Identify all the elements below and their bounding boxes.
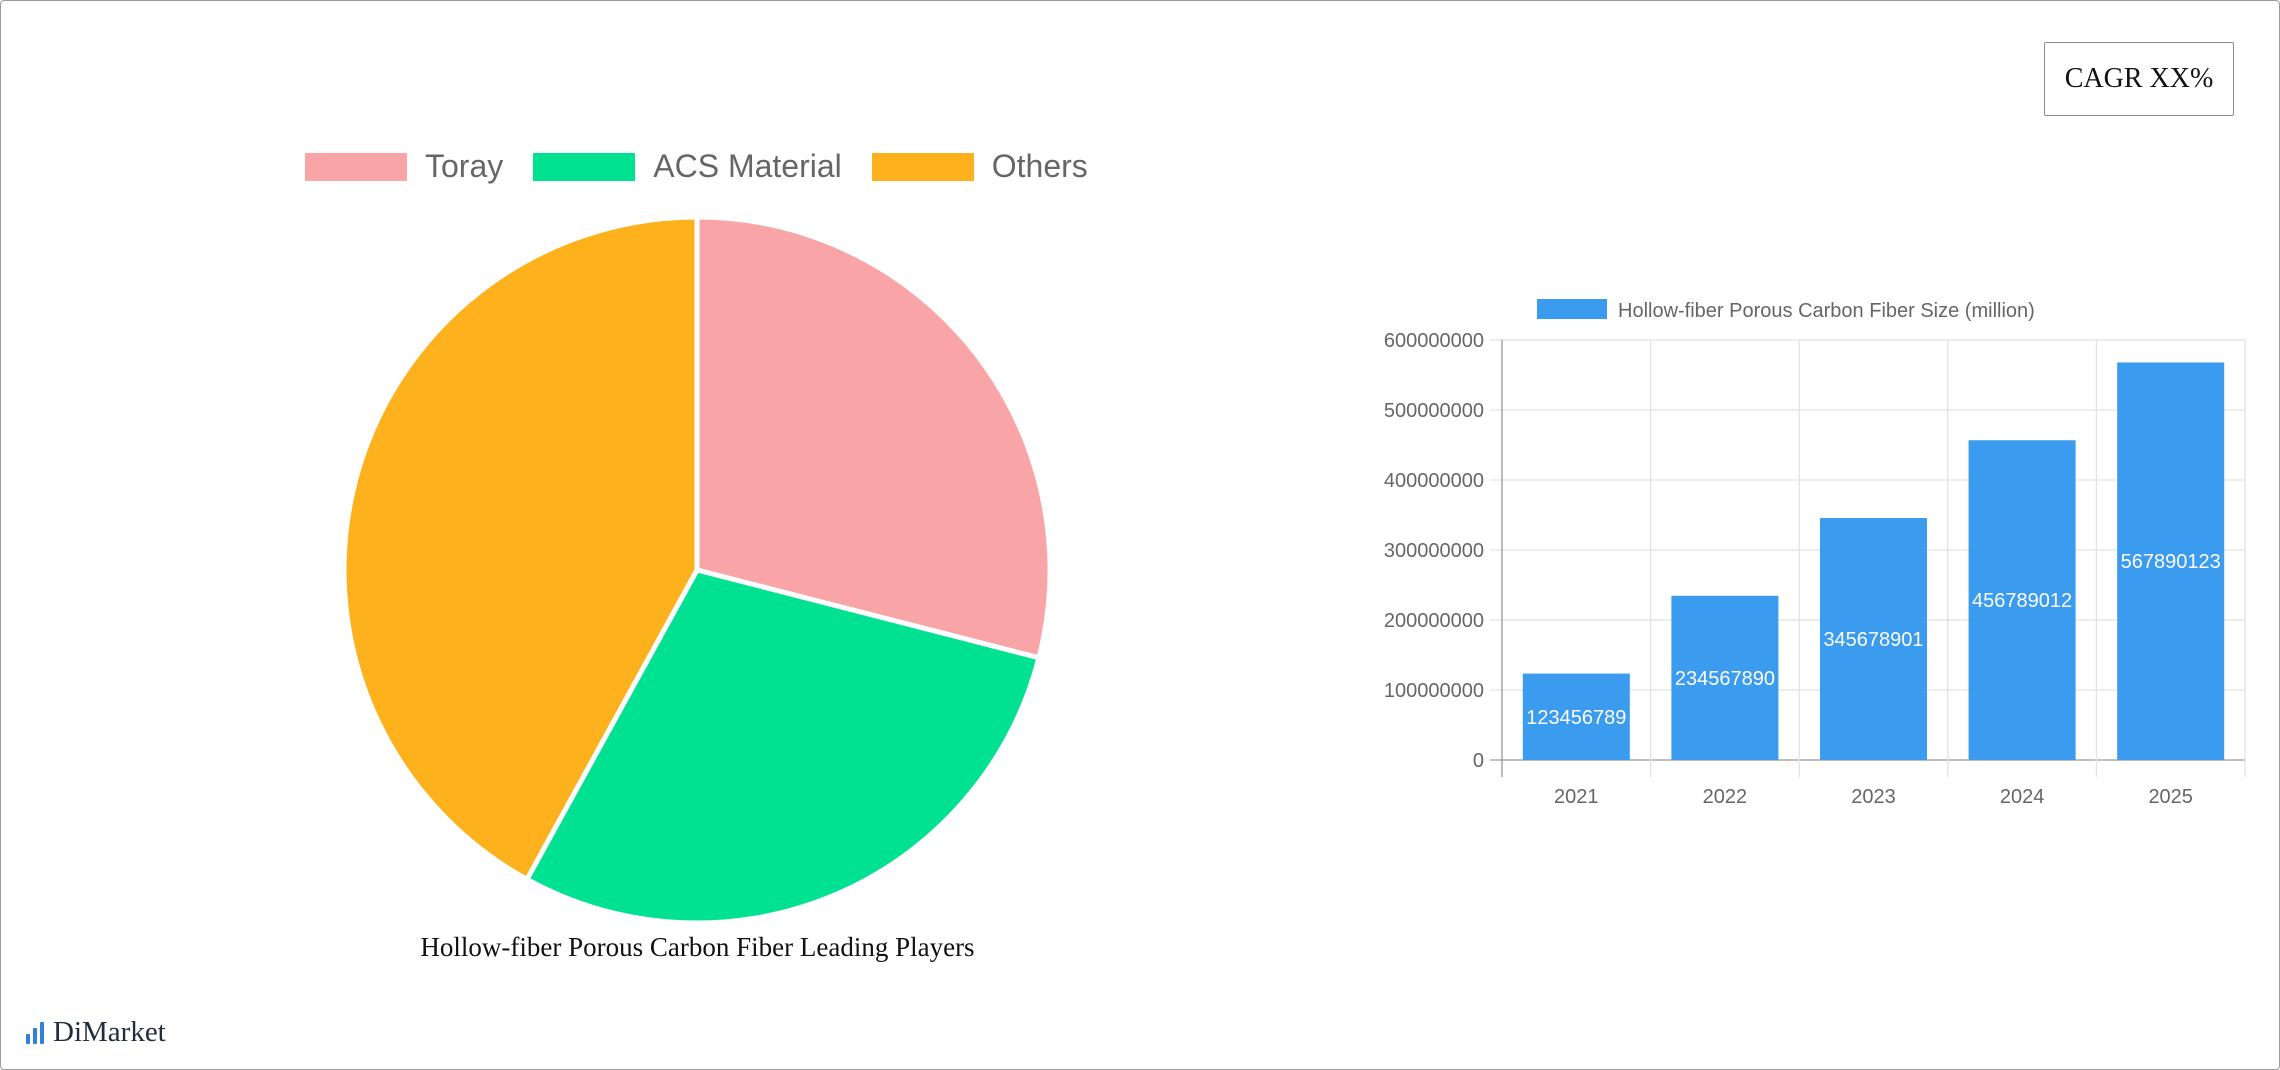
legend-swatch-others — [871, 152, 974, 181]
legend-label-acs-material: ACS Material — [653, 148, 842, 184]
x-tick-label: 2022 — [1703, 786, 1748, 808]
x-tick-label: 2023 — [1851, 786, 1896, 808]
bar-value-label: 234567890 — [1675, 668, 1775, 690]
legend-swatch-acs-material — [533, 152, 636, 181]
y-tick-label: 100000000 — [1384, 680, 1484, 702]
y-tick-label: 200000000 — [1384, 610, 1484, 632]
pie-slice-acs-material[interactable] — [523, 567, 1042, 926]
y-tick-label: 400000000 — [1384, 470, 1484, 492]
bar-legend-label: Hollow-fiber Porous Carbon Fiber Size (m… — [1618, 300, 2035, 322]
y-tick-label: 300000000 — [1384, 540, 1484, 562]
bar-value-label: 123456789 — [1526, 707, 1626, 729]
bar-value-label: 456789012 — [1972, 590, 2072, 612]
bar-value-label: 345678901 — [1823, 629, 1923, 651]
pie-chart-title: Hollow-fiber Porous Carbon Fiber Leading… — [420, 932, 975, 962]
bar-2023[interactable] — [1820, 518, 1927, 760]
bar-chart: Hollow-fiber Porous Carbon Fiber Size (m… — [1384, 299, 2246, 808]
bar-2022[interactable] — [1671, 595, 1779, 760]
bar-logo-icon — [26, 1021, 47, 1044]
pie-chart — [341, 214, 1053, 926]
legend-item-acs-material[interactable]: ACS Material — [533, 148, 842, 185]
bar-legend-swatch — [1537, 299, 1607, 319]
legend-item-toray[interactable]: Toray — [305, 148, 503, 185]
bar-2021[interactable] — [1522, 673, 1630, 760]
pie-slice-toray[interactable] — [694, 214, 1053, 661]
legend-label-toray: Toray — [425, 148, 504, 184]
x-tick-label: 2021 — [1554, 786, 1599, 808]
legend-swatch-toray — [305, 152, 407, 181]
bar-value-label: 567890123 — [2121, 551, 2221, 573]
x-tick-label: 2024 — [2000, 786, 2045, 808]
legend-item-others[interactable]: Others — [871, 148, 1088, 185]
pie-slice-others[interactable] — [341, 214, 700, 883]
y-tick-label: 0 — [1473, 750, 1484, 772]
pie-legend: Toray ACS Material Others — [305, 148, 1118, 185]
bar-2025[interactable] — [2117, 362, 2225, 760]
y-tick-label: 500000000 — [1384, 400, 1484, 422]
cagr-badge: CAGR XX% — [2044, 42, 2234, 116]
x-tick-label: 2025 — [2148, 786, 2193, 808]
bar-legend[interactable]: Hollow-fiber Porous Carbon Fiber Size (m… — [1537, 299, 2035, 322]
dimarket-logo: DiMarket — [26, 1016, 166, 1049]
bar-2024[interactable] — [1968, 440, 2076, 760]
legend-label-others: Others — [991, 148, 1088, 184]
y-tick-label: 600000000 — [1384, 330, 1484, 352]
brand-name: DiMarket — [53, 1016, 166, 1048]
